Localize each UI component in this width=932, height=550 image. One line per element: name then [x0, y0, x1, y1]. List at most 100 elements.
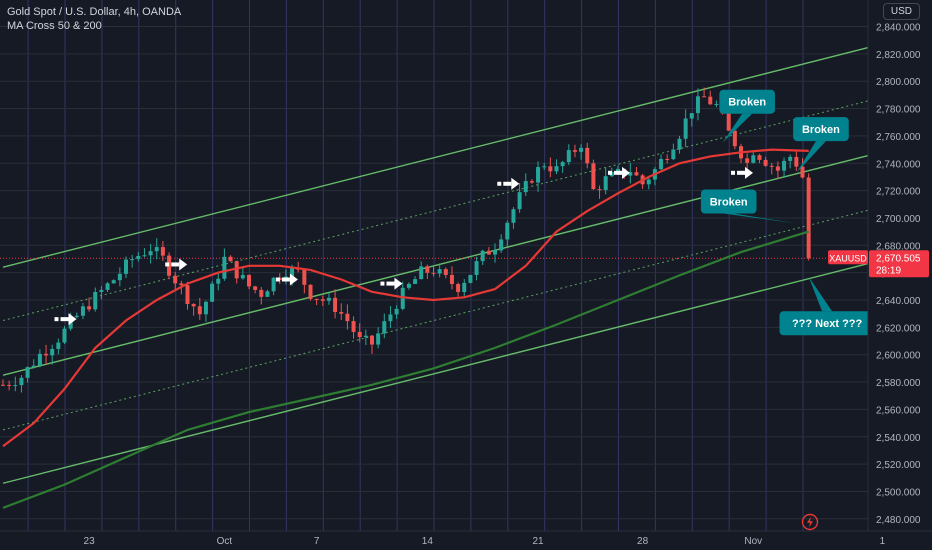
candle-body [19, 377, 24, 386]
candle-body [247, 274, 251, 287]
candle-body [806, 177, 811, 259]
candle-body [333, 297, 338, 313]
candle-body [782, 160, 787, 171]
x-tick-label: Nov [744, 536, 762, 547]
candle-body [148, 251, 153, 256]
callout: ??? Next ??? [779, 276, 875, 336]
candle-body [222, 256, 227, 279]
candle-body [234, 261, 239, 279]
x-tick-label: 1 [880, 536, 886, 547]
candle-body [579, 147, 584, 152]
candle-body [769, 165, 774, 167]
candle-body [37, 353, 42, 366]
candle-body [468, 274, 473, 283]
candle-body [517, 192, 522, 210]
callout-tail [722, 113, 753, 143]
callout: Broken [793, 117, 849, 173]
candle-body [425, 266, 430, 273]
candle-body [671, 149, 676, 160]
candle-body [523, 181, 528, 193]
candle-body [763, 159, 768, 166]
symbol-tag-label: XAUUSD [829, 253, 867, 263]
candle-body [191, 304, 196, 307]
candle-body [160, 247, 165, 256]
candle-body [265, 291, 270, 297]
arrow-dash [165, 262, 170, 267]
candle-body [210, 283, 215, 302]
y-tick-label: 2,840.000 [876, 23, 921, 34]
y-tick-label: 2,580.000 [876, 378, 921, 389]
candle-body [560, 162, 565, 167]
candle-body [314, 298, 319, 300]
candle-body [751, 155, 756, 163]
arrow-shaft [60, 317, 69, 322]
symbol-title[interactable]: Gold Spot / U.S. Dollar, 4h, OANDA [7, 6, 182, 18]
candle-body [87, 306, 92, 310]
candle-body [44, 353, 49, 356]
time-axis [0, 531, 932, 550]
candle-body [271, 277, 276, 292]
candle-body [1, 384, 5, 386]
candle-body [216, 278, 221, 284]
candle-body [585, 147, 590, 164]
candle-body [529, 181, 534, 183]
candle-body [493, 250, 497, 255]
candle-body [253, 286, 258, 290]
y-tick-label: 2,620.000 [876, 323, 921, 334]
currency-button[interactable]: USD [882, 3, 920, 20]
candle-body [732, 130, 737, 147]
x-tick-labels: 23 Oct 7 14 21 28 Nov 1 [84, 536, 886, 547]
candle-body [449, 274, 454, 285]
arrow-head [622, 166, 630, 179]
candle-body [554, 166, 559, 172]
candle-body [536, 167, 541, 183]
y-tick-label: 2,600.000 [876, 351, 921, 362]
candle-body [228, 256, 233, 262]
y-tick-label: 2,780.000 [876, 105, 921, 116]
arrow-dash [275, 277, 280, 282]
candle-body [259, 289, 264, 297]
candle-body [714, 104, 719, 106]
indicator-legend[interactable]: MA Cross 50 & 200 [7, 20, 102, 32]
candle-body [290, 268, 295, 277]
candle-body [486, 250, 491, 255]
candle-body [480, 250, 485, 262]
callout-box [719, 89, 775, 114]
arrow-head [289, 273, 298, 286]
candle-body [179, 283, 184, 286]
candle-body [683, 118, 688, 139]
candle-body [117, 273, 122, 281]
y-tick-label: 2,800.000 [876, 77, 921, 88]
lightning-icon[interactable] [801, 513, 819, 531]
x-tick-label: 28 [637, 536, 649, 547]
arrow-head [179, 258, 188, 271]
arrow-icon [165, 258, 188, 271]
arrow-dash [497, 181, 502, 186]
y-tick-label: 2,540.000 [876, 433, 921, 444]
callout-tail [808, 276, 833, 312]
candle-body [357, 331, 362, 338]
candle-body [406, 283, 411, 288]
y-tick-label: 2,480.000 [876, 515, 921, 526]
callout: Broken [700, 189, 797, 224]
candle-body [462, 282, 467, 292]
candle-body [370, 335, 374, 345]
candle-body [616, 168, 620, 172]
candle-body [505, 222, 510, 240]
candle-body [302, 269, 307, 285]
arrow-shaft [737, 170, 745, 175]
candle-body [7, 384, 12, 386]
arrow-icon [731, 166, 753, 179]
y-tick-label: 2,640.000 [876, 296, 921, 307]
session-lines [27, 0, 804, 531]
arrow-head [745, 166, 753, 179]
callout: Broken [719, 89, 775, 143]
callout-label: ??? Next ??? [792, 318, 863, 330]
candle-body [50, 348, 55, 356]
y-tick-label: 2,560.000 [876, 405, 921, 416]
arrow-head [394, 277, 403, 290]
candle-body [31, 365, 36, 368]
x-tick-label: Oct [217, 536, 233, 547]
